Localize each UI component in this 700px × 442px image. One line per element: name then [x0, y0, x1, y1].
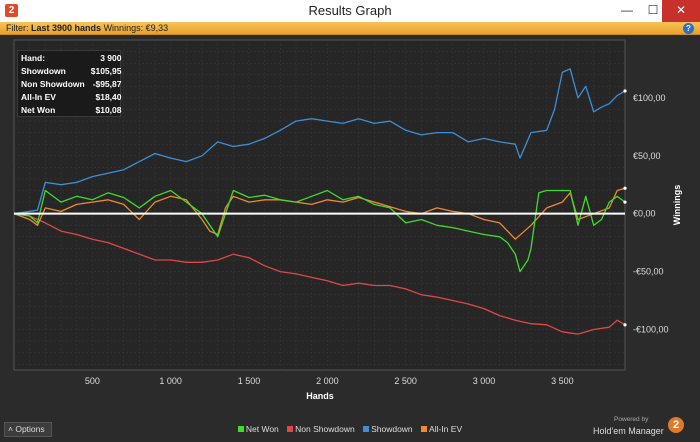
brand-name: Hold'em Manager — [593, 426, 664, 436]
series-end-point — [623, 200, 627, 204]
stats-row-non-showdown: Non Showdown -$95,87 — [18, 77, 124, 90]
stats-row-net-won: Net Won $10,08 — [18, 103, 124, 116]
legend-item-showdown: Showdown — [363, 424, 413, 434]
x-tick-label: 2 000 — [316, 376, 339, 386]
y-tick-labels: -€100,00 -€50,00 €0,00 €50,00 €100,00 — [633, 93, 669, 335]
y-tick-label: -€100,00 — [633, 324, 669, 334]
x-tick-label: 500 — [85, 376, 100, 386]
filter-hands: Last 3900 hands — [31, 23, 102, 33]
stats-value: -$95,87 — [92, 78, 122, 89]
series-line-net-won — [13, 189, 626, 273]
filter-winnings-label: Winnings: — [103, 23, 144, 33]
stats-label: Net Won — [21, 104, 56, 115]
powered-by-text: Powered by — [614, 416, 649, 423]
series-end-point — [623, 323, 627, 327]
filter-winnings-value: €9,33 — [145, 23, 169, 33]
app-logo-icon: 2 — [5, 4, 18, 17]
chart-series — [13, 68, 627, 335]
close-button[interactable]: ✕ — [662, 0, 700, 22]
title-bar: 2 Results Graph — ☐ ✕ — [0, 0, 700, 22]
x-tick-label: 1 000 — [159, 376, 182, 386]
chevron-up-icon: ˄ — [8, 424, 13, 434]
series-end-point — [623, 186, 627, 190]
stats-value: $10,08 — [95, 104, 122, 115]
legend-item-non-showdown: Non Showdown — [287, 424, 355, 434]
series-line-non-showdown — [13, 213, 626, 335]
x-tick-label: 2 500 — [394, 376, 417, 386]
filter-prefix: Filter: — [6, 23, 29, 33]
legend-swatch — [421, 426, 428, 432]
y-tick-label: €0,00 — [633, 209, 656, 219]
x-tick-labels: 500 1 000 1 500 2 000 2 500 3 000 3 500 — [85, 376, 574, 386]
y-tick-label: -€50,00 — [633, 267, 664, 277]
legend-item-net-won: Net Won — [237, 424, 279, 434]
x-tick-label: 3 500 — [551, 376, 574, 386]
legend-swatch — [363, 426, 370, 432]
series-line-showdown — [13, 68, 626, 215]
stats-row-showdown: Showdown $105,95 — [18, 64, 124, 77]
stats-value: $18,40 — [95, 91, 122, 102]
help-icon[interactable]: ? — [683, 23, 694, 34]
options-label: Options — [15, 424, 45, 434]
brand-logo-icon: 2 — [668, 417, 684, 433]
minimize-button[interactable]: — — [621, 3, 633, 17]
y-tick-label: €100,00 — [633, 93, 666, 103]
filter-bar[interactable]: Filter: Last 3900 hands Winnings: €9,33 … — [0, 22, 700, 35]
maximize-button[interactable]: ☐ — [647, 3, 659, 17]
stats-label: Showdown — [21, 65, 66, 76]
stats-value: $105,95 — [90, 65, 122, 76]
stats-label: Hand: — [21, 52, 46, 63]
y-axis-label: Winnings — [672, 185, 682, 225]
x-tick-label: 1 500 — [238, 376, 261, 386]
window-title: Results Graph — [308, 3, 392, 18]
x-tick-label: 3 000 — [473, 376, 496, 386]
stats-row-hand: Hand: 3 900 — [18, 51, 124, 64]
legend-item-all-in-ev: All-In EV — [421, 424, 462, 434]
stats-row-all-in-ev: All-In EV $18,40 — [18, 90, 124, 103]
stats-label: All-In EV — [21, 91, 56, 102]
y-tick-label: €50,00 — [633, 151, 661, 161]
legend-swatch — [237, 426, 244, 432]
stats-value: 3 900 — [100, 52, 122, 63]
stats-label: Non Showdown — [21, 78, 85, 89]
series-end-point — [623, 89, 627, 93]
legend-swatch — [287, 426, 294, 432]
x-axis-label: Hands — [306, 391, 334, 401]
options-button[interactable]: ˄ Options — [4, 422, 52, 437]
stats-summary-box: Hand: 3 900 Showdown $105,95 Non Showdown -… — [17, 50, 121, 117]
chart-legend: Net Won Non Showdown Showdown All-In EV — [0, 424, 700, 434]
